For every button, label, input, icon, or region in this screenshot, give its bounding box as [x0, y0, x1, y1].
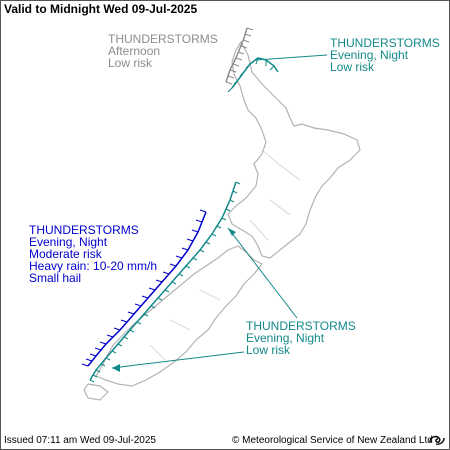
north-island-outline [227, 40, 361, 259]
warning-hail: Small hail [29, 271, 82, 285]
stewart-island-outline [83, 383, 109, 401]
south-island-outline [95, 245, 263, 387]
warning-period: Afternoon [108, 44, 161, 58]
warning-rain: Heavy rain: 10-20 mm/h [29, 259, 158, 273]
warning-label-westland: THUNDERSTORMS Evening, Night Moderate ri… [29, 224, 157, 284]
warning-period: Evening, Night [29, 235, 108, 249]
warning-hazard: THUNDERSTORMS [29, 223, 139, 237]
warning-risk: Low risk [246, 343, 291, 357]
warning-risk: Low risk [108, 56, 153, 70]
westland-warning-hatch [81, 209, 207, 367]
taranaki-fiordland-warning-hatch [89, 181, 241, 383]
warning-hazard: THUNDERSTORMS [246, 319, 356, 333]
south-pointer-arrow [227, 227, 298, 319]
warning-label-northeast: THUNDERSTORMS Evening, Night Low risk [330, 37, 440, 73]
northeast-warning-hatch [227, 57, 279, 93]
region-boundaries [149, 149, 301, 361]
warning-hazard: THUNDERSTORMS [108, 32, 218, 46]
warning-label-taranaki-fiordland: THUNDERSTORMS Evening, Night Low risk [246, 320, 356, 356]
warning-risk: Moderate risk [29, 247, 102, 261]
valid-to-title: Valid to Midnight Wed 09-Jul-2025 [4, 2, 198, 16]
south-pointer-arrow-2 [111, 351, 245, 372]
warning-hazard: THUNDERSTORMS [330, 36, 440, 50]
warning-label-far-north: THUNDERSTORMS Afternoon Low risk [108, 33, 218, 69]
metservice-swirl-icon [429, 435, 445, 445]
warning-risk: Low risk [330, 60, 375, 74]
far-north-warning-hatch [225, 27, 254, 85]
copyright-notice: © Meteorological Service of New Zealand … [232, 435, 433, 446]
northeast-pointer-line [255, 54, 328, 61]
warning-period: Evening, Night [246, 331, 325, 345]
warning-period: Evening, Night [330, 48, 409, 62]
issued-timestamp: Issued 07:11 am Wed 09-Jul-2025 [4, 435, 156, 446]
